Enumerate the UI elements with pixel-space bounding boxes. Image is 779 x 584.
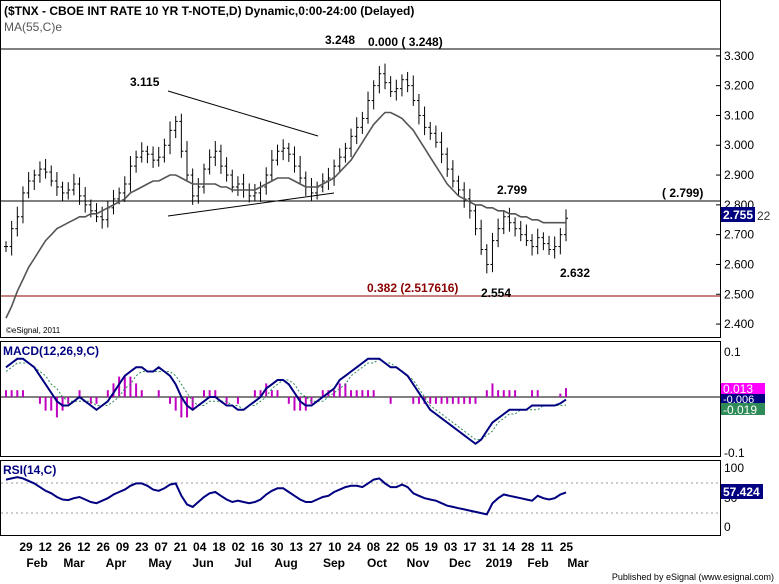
macd-badge-hist — [721, 383, 765, 394]
price-tick: 3.100 — [724, 108, 754, 122]
x-day-label: 02 — [232, 540, 246, 554]
label-fib-0: 0.000 ( 3.248) — [368, 35, 443, 49]
x-day-label: 09 — [116, 540, 130, 554]
price-tick: 3.200 — [724, 79, 754, 93]
x-day-label: 05 — [405, 540, 419, 554]
x-day-label: 27 — [309, 540, 323, 554]
x-day-label: 10 — [328, 540, 342, 554]
x-day-label: 22 — [386, 540, 400, 554]
x-axis-days: 29 12 26 12 26 09 23 07 21 04 18 02 16 30 13 27 10 24 08 22… — [19, 540, 573, 554]
lower-trendline — [167, 192, 335, 217]
ma-line — [5, 111, 566, 319]
macd-badge-signal-value: -0.019 — [723, 403, 757, 417]
x-day-label: 17 — [463, 540, 477, 554]
label-3115: 3.115 — [130, 75, 160, 89]
rsi-panel — [0, 460, 721, 536]
macd-badge-hist-value: 0.013 — [723, 382, 753, 396]
macd-tick-top: 0.1 — [724, 345, 741, 359]
x-day-label: 08 — [367, 540, 381, 554]
x-day-label: 04 — [193, 540, 207, 554]
price-axis: 3.3003.2003.1003.0002.9002.8002.7002.600… — [716, 49, 754, 331]
x-month-label: May — [148, 556, 172, 570]
macd-histogram — [5, 376, 567, 418]
rsi-badge-value: 57.424 — [723, 485, 760, 499]
x-day-label: 28 — [521, 540, 535, 554]
x-month-label: Aug — [274, 556, 297, 570]
label-2799-level: ( 2.799) — [662, 186, 703, 200]
x-day-label: 16 — [251, 540, 265, 554]
rsi-line — [5, 476, 567, 516]
macd-panel — [0, 341, 721, 457]
x-month-label: Feb — [26, 556, 47, 570]
x-day-label: 30 — [270, 540, 284, 554]
x-day-label: 25 — [560, 540, 574, 554]
price-tick: 2.400 — [724, 317, 754, 331]
price-tick: 2.500 — [724, 287, 754, 301]
rsi-title: RSI(14,C) — [3, 463, 56, 477]
x-day-label: 26 — [58, 540, 72, 554]
rsi-badge — [721, 484, 763, 499]
x-day-label: 12 — [77, 540, 91, 554]
x-day-label: 24 — [347, 540, 361, 554]
x-month-label: Jun — [192, 556, 213, 570]
label-fib-0382: 0.382 (2.517616) — [367, 281, 458, 295]
footer-credit: Published by eSignal (www.esignal.com) — [612, 572, 774, 582]
x-day-label: 21 — [174, 540, 188, 554]
price-bars — [4, 63, 568, 274]
price-tick: 2.900 — [724, 168, 754, 182]
x-day-label: 14 — [502, 540, 516, 554]
label-2554: 2.554 — [481, 286, 511, 300]
x-day-label: 18 — [212, 540, 226, 554]
x-day-label: 11 — [541, 540, 554, 554]
last-price-suffix: 22 — [757, 209, 771, 223]
rsi-tick-100: 100 — [724, 461, 744, 475]
price-panel — [0, 0, 721, 338]
x-month-label: 2019 — [486, 556, 513, 570]
chart-title: ($TNX - CBOE INT RATE 10 YR T-NOTE,D) Dy… — [4, 4, 414, 18]
x-day-label: 07 — [154, 540, 168, 554]
price-tick: 2.700 — [724, 228, 754, 242]
x-day-label: 19 — [425, 540, 439, 554]
last-price-value: 2.755 — [723, 208, 753, 222]
x-month-label: Mar — [63, 556, 85, 570]
label-3248: 3.248 — [325, 33, 355, 47]
macd-signal-line — [5, 358, 567, 440]
footer-bar — [0, 570, 779, 584]
x-month-label: Nov — [407, 556, 430, 570]
x-month-label: Sep — [323, 556, 345, 570]
x-day-label: 26 — [97, 540, 111, 554]
price-tick: 3.300 — [724, 49, 754, 63]
x-month-label: Mar — [567, 556, 589, 570]
rsi-tick-0: 0 — [724, 520, 731, 534]
x-day-label: 13 — [290, 540, 304, 554]
macd-badge-signal — [721, 403, 765, 415]
x-month-label: Oct — [367, 556, 387, 570]
price-tick: 2.600 — [724, 257, 754, 271]
macd-badge-line — [721, 394, 765, 403]
macd-tick-bottom: -0.1 — [724, 446, 745, 460]
triangle-trendlines — [167, 90, 335, 217]
x-month-label: Dec — [449, 556, 471, 570]
x-day-label: 12 — [39, 540, 53, 554]
x-month-label: Feb — [527, 556, 548, 570]
label-2632: 2.632 — [560, 266, 590, 280]
x-month-label: Jul — [234, 556, 251, 570]
upper-trendline — [167, 90, 319, 137]
price-tick: 3.000 — [724, 138, 754, 152]
last-price-badge — [721, 207, 755, 222]
x-axis-months: Feb Mar Apr May Jun Jul Aug Sep Oct Nov Dec 2019 Feb… — [26, 556, 589, 570]
copyright: ©eSignal, 2011 — [6, 326, 61, 335]
ma-legend: MA(55,C)e — [4, 20, 62, 34]
x-day-label: 31 — [483, 540, 497, 554]
x-month-label: Apr — [106, 556, 127, 570]
x-day-label: 23 — [135, 540, 149, 554]
macd-title: MACD(12,26,9,C) — [3, 344, 99, 358]
label-2799: 2.799 — [497, 183, 527, 197]
x-day-label: 03 — [444, 540, 458, 554]
x-day-label: 29 — [19, 540, 33, 554]
macd-line — [5, 357, 567, 446]
